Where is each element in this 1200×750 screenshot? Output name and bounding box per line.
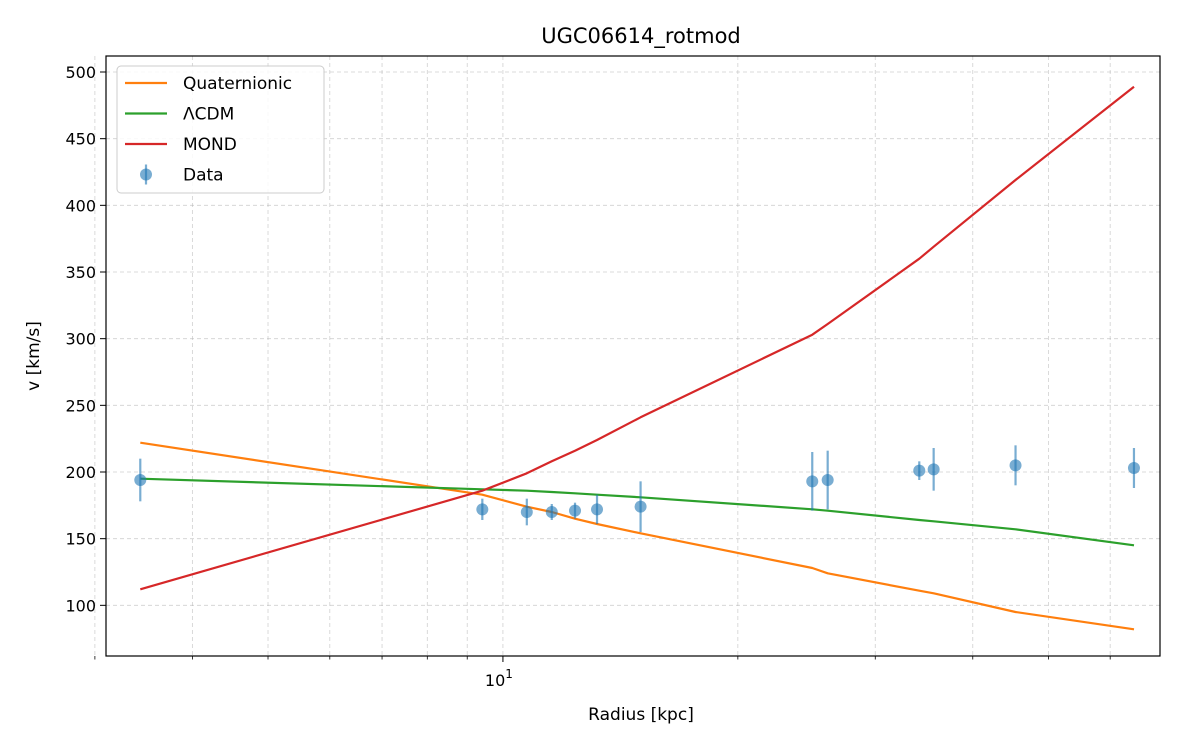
- data-point: [821, 474, 834, 486]
- data-point: [913, 464, 926, 477]
- data-point: [634, 500, 647, 513]
- plot-series: [134, 85, 1140, 631]
- x-tick-label-exponent: 1: [505, 667, 513, 681]
- y-tick-label: 450: [65, 130, 96, 149]
- plot-frame: [105, 55, 1161, 657]
- data-point: [1009, 459, 1022, 472]
- y-tick-label: 250: [65, 396, 96, 415]
- series-line-2: [139, 85, 1135, 591]
- legend-swatch-3: [140, 168, 152, 181]
- data-point: [545, 506, 558, 518]
- legend-label-2: MOND: [183, 135, 237, 155]
- data-point: [134, 474, 147, 486]
- y-tick-label: 150: [65, 530, 96, 549]
- data-point: [591, 503, 604, 516]
- y-tick-label: 200: [65, 463, 96, 482]
- x-axis-title: Radius [kpc]: [588, 705, 694, 725]
- data-point: [476, 503, 489, 516]
- legend-label-1: ΛCDM: [183, 105, 234, 125]
- data-point: [569, 504, 582, 517]
- data-point: [1127, 462, 1140, 474]
- y-tick-label: 100: [65, 596, 96, 615]
- chart-title: UGC06614_rotmod: [541, 24, 741, 49]
- data-point: [927, 463, 940, 476]
- legend-box: [116, 65, 325, 194]
- y-tick-label: 500: [65, 63, 96, 82]
- y-tick-label: 300: [65, 330, 96, 349]
- legend-label-0: Quaternionic: [183, 74, 292, 94]
- data-point: [520, 506, 533, 518]
- legend-label-3: Data: [183, 166, 224, 186]
- legend: Quaternionic ΛCDM MOND Data: [116, 65, 325, 194]
- y-tick-label: 350: [65, 263, 96, 282]
- y-axis-title: v [km/s]: [24, 321, 44, 391]
- y-tick-label: 400: [65, 196, 96, 215]
- data-point: [806, 475, 819, 488]
